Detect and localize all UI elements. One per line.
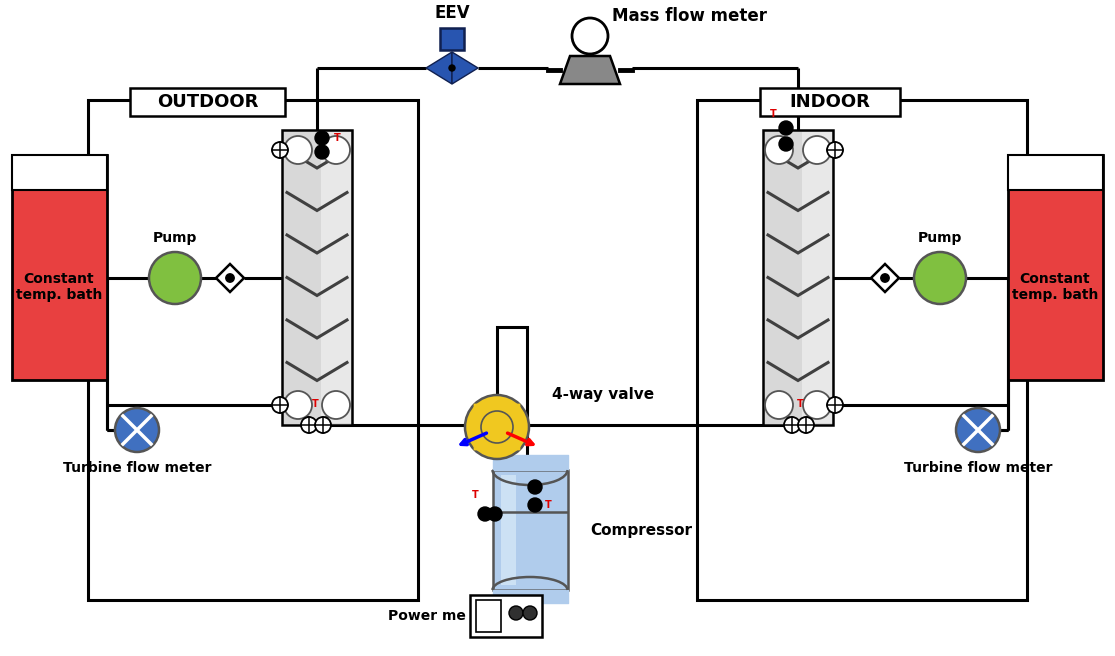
Circle shape	[956, 408, 1000, 452]
Bar	[497, 327, 527, 427]
Text: INDOOR: INDOOR	[789, 93, 871, 111]
Text: Turbine flow meter: Turbine flow meter	[904, 461, 1053, 475]
Bar	[1008, 155, 1103, 380]
Circle shape	[488, 507, 502, 521]
Bar	[12, 155, 107, 380]
Circle shape	[572, 18, 608, 54]
Circle shape	[779, 121, 793, 135]
Circle shape	[226, 274, 234, 282]
Bar	[282, 130, 352, 425]
Text: T: T	[796, 399, 804, 409]
Text: Turbine flow meter: Turbine flow meter	[62, 461, 211, 475]
Circle shape	[316, 417, 331, 433]
Bar	[471, 595, 542, 637]
Circle shape	[529, 498, 542, 512]
Circle shape	[481, 411, 513, 443]
Circle shape	[914, 252, 966, 304]
Circle shape	[115, 408, 159, 452]
Polygon shape	[474, 404, 497, 427]
Circle shape	[529, 480, 542, 494]
Bar	[1008, 155, 1103, 190]
Bar	[320, 132, 350, 423]
Circle shape	[765, 136, 793, 164]
Bar	[440, 28, 464, 50]
Circle shape	[881, 274, 889, 282]
Polygon shape	[452, 52, 478, 84]
Circle shape	[322, 391, 350, 419]
Polygon shape	[216, 264, 244, 292]
Circle shape	[322, 136, 350, 164]
Circle shape	[465, 395, 529, 459]
Bar	[476, 600, 501, 632]
Circle shape	[803, 391, 831, 419]
Text: Mass flow meter: Mass flow meter	[612, 7, 767, 25]
Circle shape	[827, 397, 843, 413]
Polygon shape	[497, 427, 520, 450]
Bar	[697, 100, 1027, 600]
Polygon shape	[426, 52, 452, 84]
Circle shape	[478, 507, 492, 521]
Polygon shape	[871, 264, 899, 292]
Circle shape	[301, 417, 317, 433]
Circle shape	[316, 145, 329, 159]
Text: Compressor: Compressor	[590, 522, 692, 537]
Bar	[493, 470, 568, 590]
Polygon shape	[497, 404, 520, 427]
Text: OUTDOOR: OUTDOOR	[157, 93, 259, 111]
Circle shape	[284, 391, 312, 419]
Bar	[802, 132, 832, 423]
Bar	[501, 475, 516, 585]
Text: Constant
temp. bath: Constant temp. bath	[16, 272, 103, 302]
Circle shape	[523, 606, 537, 620]
Text: EEV: EEV	[434, 4, 469, 22]
Bar	[130, 88, 285, 116]
Circle shape	[449, 65, 455, 71]
Text: Constant
temp. bath: Constant temp. bath	[1011, 272, 1098, 302]
Text: T: T	[334, 133, 341, 143]
Text: T: T	[770, 109, 777, 119]
Text: 4-way valve: 4-way valve	[552, 388, 655, 403]
Bar	[12, 155, 107, 190]
Circle shape	[316, 131, 329, 145]
Circle shape	[149, 252, 201, 304]
Bar	[760, 88, 900, 116]
Circle shape	[803, 136, 831, 164]
Polygon shape	[560, 56, 620, 84]
Circle shape	[798, 417, 814, 433]
Circle shape	[827, 142, 843, 158]
Circle shape	[284, 136, 312, 164]
Polygon shape	[474, 427, 497, 450]
Text: T: T	[545, 500, 552, 510]
Bar	[763, 130, 833, 425]
Text: Pump: Pump	[153, 231, 197, 245]
Circle shape	[784, 417, 799, 433]
Text: Pump: Pump	[918, 231, 962, 245]
Bar	[88, 100, 418, 600]
Circle shape	[765, 391, 793, 419]
Circle shape	[510, 606, 523, 620]
Circle shape	[272, 142, 288, 158]
Circle shape	[272, 397, 288, 413]
Text: T: T	[472, 490, 478, 500]
Text: T: T	[311, 399, 319, 409]
Text: Power me: Power me	[388, 609, 466, 623]
Circle shape	[779, 137, 793, 151]
